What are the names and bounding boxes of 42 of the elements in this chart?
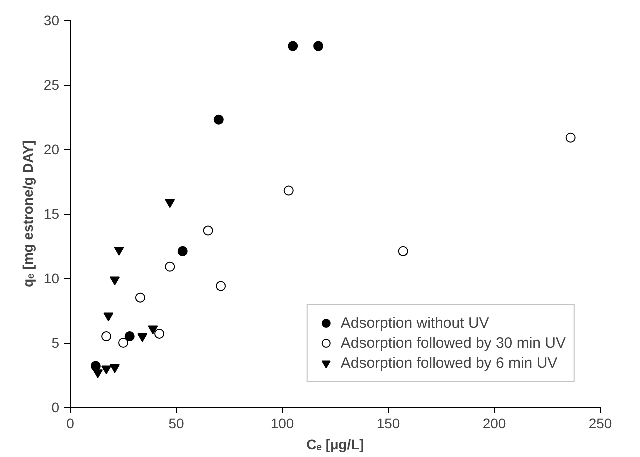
x-tick-label: 150 bbox=[376, 416, 400, 432]
legend-label: Adsorption followed by 30 min UV bbox=[340, 334, 566, 352]
point bbox=[288, 41, 298, 52]
y-axis-title: qₑ [mg estrone/g DAY] bbox=[20, 140, 36, 288]
point bbox=[284, 186, 294, 196]
point bbox=[165, 199, 176, 208]
point bbox=[165, 262, 176, 272]
point bbox=[566, 132, 576, 143]
y-tick-label: 30 bbox=[44, 12, 60, 28]
point bbox=[135, 292, 146, 303]
point bbox=[118, 338, 128, 348]
legend-label: Adsorption followed by 6 min UV bbox=[340, 354, 558, 372]
y-tick-label: 15 bbox=[44, 206, 60, 222]
point bbox=[214, 114, 224, 125]
y-tick-label: 5 bbox=[52, 335, 60, 351]
x-axis-title: Cₑ [µg/L] bbox=[306, 436, 364, 452]
point bbox=[93, 370, 104, 378]
point bbox=[216, 281, 226, 292]
x-tick-label: 50 bbox=[168, 416, 184, 432]
point bbox=[114, 247, 124, 256]
point bbox=[110, 364, 120, 374]
point bbox=[154, 328, 165, 339]
x-tick-label: 0 bbox=[66, 416, 75, 432]
point bbox=[102, 332, 112, 342]
point bbox=[102, 366, 112, 374]
point bbox=[178, 246, 188, 256]
point bbox=[124, 332, 135, 342]
point bbox=[110, 276, 120, 286]
point bbox=[314, 41, 324, 52]
y-tick-label: 20 bbox=[44, 142, 60, 158]
point bbox=[148, 326, 158, 335]
point bbox=[104, 312, 114, 322]
x-tick-label: 200 bbox=[482, 416, 506, 432]
legend-label: Adsorption without UV bbox=[340, 314, 490, 332]
y-tick-label: 10 bbox=[44, 270, 60, 286]
point bbox=[138, 333, 148, 342]
y-tick-label: 25 bbox=[44, 77, 60, 93]
point bbox=[398, 246, 408, 256]
point bbox=[203, 226, 214, 236]
x-tick-label: 100 bbox=[270, 416, 294, 432]
y-tick-label: 0 bbox=[52, 400, 60, 416]
x-tick-label: 250 bbox=[588, 416, 612, 432]
